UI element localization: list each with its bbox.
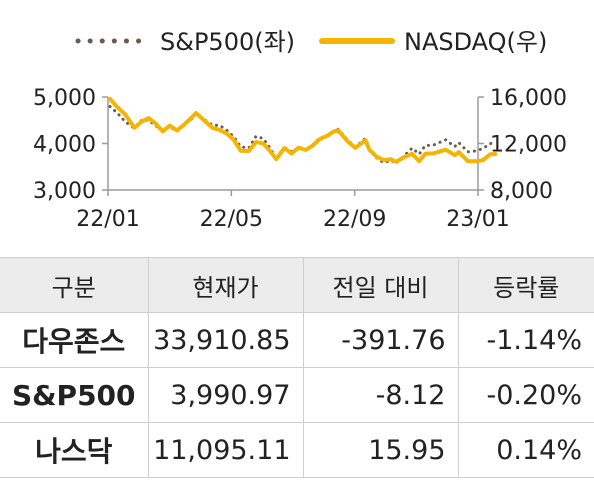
x-tick-label: 23/01 [446,207,509,232]
legend-sp500-label: S&P500(좌) [160,28,295,56]
left-tick-label: 3,000 [33,179,96,204]
x-tick-label: 22/05 [200,207,263,232]
row-rate: 0.14% [458,422,594,478]
row-rate: -0.20% [458,367,594,423]
row-name: 나스닥 [0,422,149,478]
sp500-series-line [108,105,497,165]
series-layer [108,96,498,165]
row-price: 33,910.85 [148,312,304,368]
nasdaq-series-line [108,96,498,164]
index-line-chart: S&P500(좌) NASDAQ(우) 3,000 4,000 5,000 8,00… [33,28,567,232]
right-tick-label: 12,000 [490,133,567,158]
table-row: 나스닥 11,095.11 15.95 0.14% [0,422,594,478]
row-name: S&P500 [0,367,149,423]
table-row: 다우존스 33,910.85 -391.76 -1.14% [0,312,594,368]
table-row: S&P500 3,990.97 -8.12 -0.20% [0,367,594,423]
left-tick-label: 5,000 [33,86,96,111]
header-change: 전일 대비 [303,257,459,313]
row-change: 15.95 [303,422,459,478]
legend-nasdaq: NASDAQ(우) [319,28,547,56]
row-name: 다우존스 [0,312,149,368]
header-rate: 등락률 [458,257,594,313]
row-change: -8.12 [303,367,459,423]
right-tick-label: 16,000 [490,86,567,111]
header-price: 현재가 [148,257,304,313]
x-axis-ticks: 22/01 22/05 22/09 23/01 [76,190,510,232]
header-category: 구분 [0,257,149,313]
table-header-row: 구분 현재가 전일 대비 등락률 [0,257,594,313]
legend-sp500: S&P500(좌) [75,28,295,56]
right-axis-ticks: 8,000 12,000 16,000 [478,86,567,204]
left-axis-ticks: 3,000 4,000 5,000 [33,86,108,204]
index-quote-table: 구분 현재가 전일 대비 등락률 다우존스 33,910.85 -391.76 … [0,257,594,478]
chart-legend: S&P500(좌) NASDAQ(우) [75,28,547,56]
row-change: -391.76 [303,312,459,368]
left-tick-label: 4,000 [33,133,96,158]
row-price: 11,095.11 [148,422,304,478]
row-rate: -1.14% [458,312,594,368]
x-tick-label: 22/09 [323,207,386,232]
legend-nasdaq-label: NASDAQ(우) [404,28,547,56]
x-tick-label: 22/01 [76,207,139,232]
row-price: 3,990.97 [148,367,304,423]
right-tick-label: 8,000 [490,179,553,204]
